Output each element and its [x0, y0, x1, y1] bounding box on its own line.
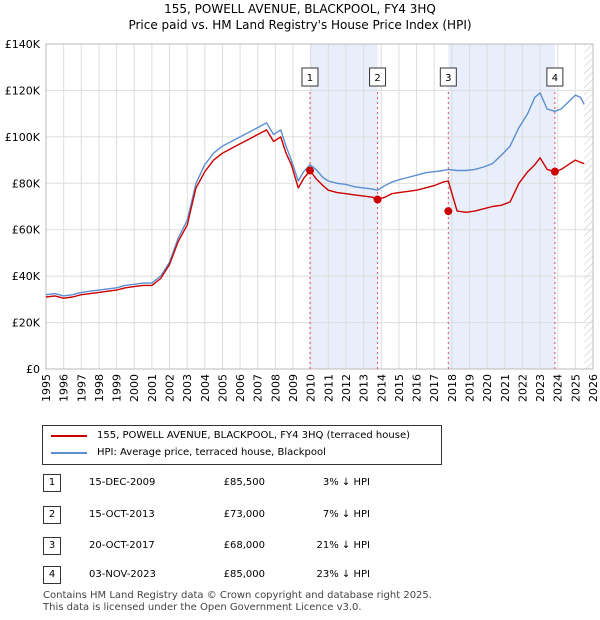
x-tick-label: 2024 — [552, 374, 565, 402]
price-chart: £0 £20K £40K £60K £80K £100K £120K £140K 1995 199… — [5, 38, 600, 402]
sale-marker-number: 3 — [43, 537, 61, 555]
x-tick-label: 1997 — [75, 374, 88, 402]
x-tick-label: 2006 — [234, 374, 247, 402]
sale-point-1 — [305, 166, 314, 175]
x-tick-label: 2012 — [340, 374, 353, 402]
x-tick-label: 2018 — [446, 374, 459, 402]
sale-marker-number: 2 — [43, 506, 61, 524]
x-tick-label: 2009 — [287, 374, 300, 402]
y-tick-label: £100K — [5, 131, 41, 144]
sale-date: 20-OCT-2017 — [89, 540, 155, 551]
legend-swatch-hpi — [51, 452, 87, 454]
x-tick-label: 2013 — [358, 374, 371, 402]
shaded-period-2 — [448, 44, 555, 369]
forecast-hatch — [584, 44, 593, 369]
table-row: 2 15-OCT-2013 £73,000 7% ↓ HPI — [0, 506, 600, 526]
x-tick-label: 2004 — [199, 374, 212, 402]
y-tick-label: £60K — [12, 224, 41, 237]
x-tick-label: 1995 — [40, 374, 53, 402]
y-tick-label: £120K — [5, 84, 41, 97]
sale-3-label: 3 — [445, 73, 451, 84]
sale-2-label-box — [369, 67, 387, 87]
sale-point-4 — [550, 167, 559, 176]
sale-price: £73,000 — [223, 509, 265, 520]
x-tick-label: 2016 — [411, 374, 424, 402]
sale-price: £68,000 — [223, 540, 265, 551]
series-line-hpi — [45, 92, 585, 297]
x-tick-label: 2002 — [164, 374, 177, 402]
footer-copyright: Contains HM Land Registry data © Crown c… — [43, 590, 432, 601]
x-tick-label: 2008 — [269, 374, 282, 402]
sale-2-label: 2 — [374, 73, 380, 84]
sale-date: 03-NOV-2023 — [89, 569, 156, 580]
sale-date: 15-OCT-2013 — [89, 509, 155, 520]
x-tick-label: 1996 — [58, 374, 71, 402]
chart-subtitle: Price paid vs. HM Land Registry's House … — [128, 18, 472, 32]
sale-1-label: 1 — [307, 73, 313, 84]
x-tick-label: 2010 — [305, 374, 318, 402]
x-tick-label: 2017 — [428, 374, 441, 402]
x-tick-label: 2020 — [481, 374, 494, 402]
table-row: 1 15-DEC-2009 £85,500 3% ↓ HPI — [0, 474, 600, 494]
sale-date: 15-DEC-2009 — [89, 477, 156, 488]
table-row: 3 20-OCT-2017 £68,000 21% ↓ HPI — [0, 537, 600, 557]
legend-label-hpi: HPI: Average price, terraced house, Blac… — [97, 447, 326, 458]
x-tick-label: 2005 — [216, 374, 229, 402]
x-tick-label: 2007 — [252, 374, 265, 402]
y-tick-label: £0 — [26, 363, 40, 376]
x-tick-label: 2014 — [375, 374, 388, 402]
sale-hpi-diff: 23% ↓ HPI — [316, 569, 370, 580]
sale-hpi-diff: 21% ↓ HPI — [316, 540, 370, 551]
sale-point-2 — [373, 195, 382, 204]
chart-legend: 155, POWELL AVENUE, BLACKPOOL, FY4 3HQ (… — [42, 425, 442, 465]
x-tick-label: 2003 — [181, 374, 194, 402]
sale-4-label-box — [546, 67, 564, 87]
sale-marker-number: 4 — [43, 566, 61, 584]
x-tick-label: 2015 — [393, 374, 406, 402]
sale-point-3 — [444, 207, 453, 216]
sale-1-label-box — [301, 67, 319, 87]
sale-marker-number: 1 — [43, 474, 61, 492]
x-tick-label: 2021 — [499, 374, 512, 402]
sale-price: £85,500 — [223, 477, 265, 488]
x-tick-label: 2019 — [463, 374, 476, 402]
y-tick-label: £140K — [5, 38, 41, 51]
sale-price: £85,000 — [223, 569, 265, 580]
x-tick-label: 2000 — [128, 374, 141, 402]
x-tick-label: 2001 — [146, 374, 159, 402]
y-tick-label: £40K — [12, 270, 41, 283]
sale-4-label: 4 — [552, 73, 558, 84]
x-tick-label: 2025 — [569, 374, 582, 402]
x-tick-label: 1999 — [111, 374, 124, 402]
legend-swatch-property — [51, 435, 87, 437]
sale-hpi-diff: 7% ↓ HPI — [322, 509, 370, 520]
x-tick-label: 2022 — [516, 374, 529, 402]
y-tick-label: £80K — [12, 177, 41, 190]
y-tick-label: £20K — [12, 317, 41, 330]
sale-3-label-box — [439, 67, 457, 87]
x-tick-label: 1998 — [93, 374, 106, 402]
legend-label-property: 155, POWELL AVENUE, BLACKPOOL, FY4 3HQ (… — [97, 430, 410, 441]
sale-hpi-diff: 3% ↓ HPI — [322, 477, 370, 488]
table-row: 4 03-NOV-2023 £85,000 23% ↓ HPI — [0, 566, 600, 586]
plot-area-border — [45, 43, 594, 370]
series-line-property — [45, 129, 585, 299]
x-tick-label: 2011 — [322, 374, 335, 402]
shaded-period-1 — [309, 44, 378, 369]
footer-license: This data is licensed under the Open Gov… — [43, 602, 362, 613]
x-tick-label: 2026 — [587, 374, 600, 402]
chart-title: 155, POWELL AVENUE, BLACKPOOL, FY4 3HQ — [164, 2, 436, 16]
x-tick-label: 2023 — [534, 374, 547, 402]
